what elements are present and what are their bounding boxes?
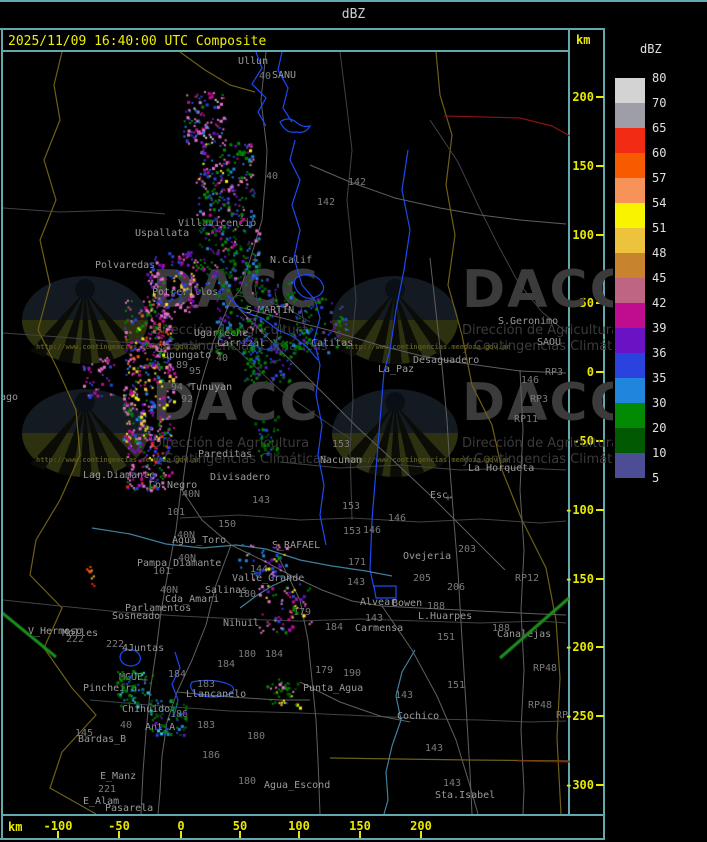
bottom-axis-tick-mark	[57, 831, 59, 838]
legend-color-block	[615, 303, 645, 328]
radar-map: DACCDirección de Agriculturay Contingenc…	[3, 31, 613, 814]
frame-bottom-line	[0, 838, 605, 840]
bottom-axis-tick-mark	[239, 831, 241, 838]
bottom-axis-tick-label: 150	[349, 819, 371, 833]
frame-top-line	[0, 0, 707, 2]
legend-value-label: 60	[652, 146, 667, 160]
page-title: dBZ	[341, 7, 366, 22]
legend-value-label: 20	[652, 421, 667, 435]
legend-color-block	[615, 428, 645, 453]
bottom-axis-tick-label: 50	[232, 819, 248, 833]
legend-color-block	[615, 453, 645, 478]
legend-value-label: 80	[652, 71, 667, 85]
bottom-axis-tick-label: 100	[288, 819, 310, 833]
legend-value-label: 5	[652, 471, 660, 485]
legend-title: dBZ	[640, 42, 662, 56]
bottom-axis-tick-mark	[359, 831, 361, 838]
legend-color-block	[615, 353, 645, 378]
legend-value-label: 57	[652, 171, 667, 185]
legend-value-label: 65	[652, 121, 667, 135]
legend-color-block	[615, 253, 645, 278]
legend-color-block	[615, 328, 645, 353]
legend-color-block	[615, 378, 645, 403]
bottom-axis-tick-label: 200	[410, 819, 432, 833]
bottom-axis-tick-mark	[180, 831, 182, 838]
legend-color-block	[615, 128, 645, 153]
legend-color-block	[615, 228, 645, 253]
radar-echoes-canvas	[3, 31, 613, 814]
frame-left-line	[1, 28, 3, 840]
legend-value-label: 48	[652, 246, 667, 260]
bottom-axis-tick-label: 0	[177, 819, 185, 833]
legend-color-block	[615, 203, 645, 228]
legend-value-label: 39	[652, 321, 667, 335]
legend-color-block	[615, 153, 645, 178]
legend-value-label: 45	[652, 271, 667, 285]
bottom-axis-tick-label: -100	[43, 819, 73, 833]
legend-color-block	[615, 78, 645, 103]
legend-value-label: 10	[652, 446, 667, 460]
frame-header-line	[0, 28, 605, 30]
legend-value-label: 30	[652, 396, 667, 410]
legend-value-label: 54	[652, 196, 667, 210]
bottom-axis-tick-mark	[298, 831, 300, 838]
bottom-axis-unit-label: km	[8, 820, 23, 834]
legend-value-label: 35	[652, 371, 667, 385]
legend-value-label: 42	[652, 296, 667, 310]
legend-color-block	[615, 103, 645, 128]
legend-value-label: 70	[652, 96, 667, 110]
bottom-axis-tick-mark	[420, 831, 422, 838]
bottom-axis-tick-mark	[118, 831, 120, 838]
legend-value-label: 36	[652, 346, 667, 360]
legend-color-block	[615, 178, 645, 203]
frame-map-bottom-line	[2, 814, 604, 816]
bottom-axis-tick-label: -50	[108, 819, 130, 833]
legend-value-label: 51	[652, 221, 667, 235]
legend-color-block	[615, 278, 645, 303]
legend-color-block	[615, 403, 645, 428]
